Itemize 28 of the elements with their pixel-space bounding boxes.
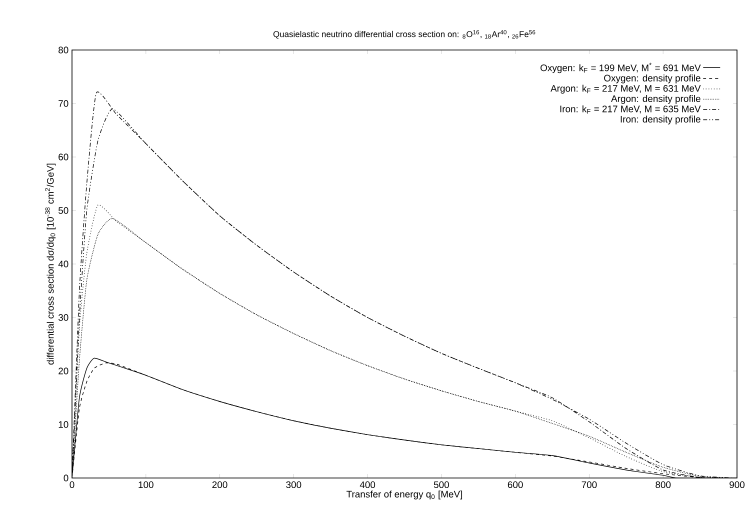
y-tick-label: 40 [58, 260, 68, 268]
x-tick-label: 900 [730, 481, 745, 488]
x-axis-title: Transfer of energy q$_{0}$ [MeV] [346, 490, 462, 500]
x-tick-label: 100 [138, 481, 154, 488]
x-tick-label: 500 [434, 481, 449, 488]
legend-label: Iron: density profile [620, 116, 700, 124]
y-tick-label: 50 [58, 207, 68, 214]
chart-title: Quasielastic neutrino differential cross section on: $_{8}$O$^{16}$, $_{18}$Ar$^{40}$, $_{26}$Fe$^{56}$ [273, 30, 536, 39]
y-tick-label: 80 [58, 46, 68, 54]
x-tick-label: 800 [656, 481, 671, 488]
x-tick-label: 200 [212, 481, 228, 488]
legend-label: Iron: k$_{F}$ = 217 MeV, M = 635 MeV [560, 105, 701, 114]
y-tick-label: 70 [58, 100, 68, 107]
y-tick-label: 60 [58, 154, 68, 160]
y-tick-label: 10 [58, 421, 68, 428]
legend-label: Oxygen: density profile [604, 74, 700, 84]
legend-label: Argon: k$_{F}$ = 217 MeV, M = 631 MeV [550, 84, 701, 94]
x-tick-label: 700 [582, 481, 597, 488]
legend-label: Oxygen: k$_{F}$ = 199 MeV, M$^{*}$ = 691 MeV [540, 62, 701, 74]
y-tick-label: 0 [64, 474, 68, 482]
legend-label: Argon: density profile [611, 95, 700, 104]
y-axis-title: differential cross section dσ/dq$_{0}$ [10$^{-38}$ cm$^{2}$/GeV] [45, 164, 56, 365]
x-tick-label: 600 [508, 481, 523, 488]
y-tick-label: 30 [58, 314, 68, 321]
x-tick-label: 300 [286, 481, 302, 488]
x-tick-label: 400 [360, 481, 376, 488]
x-tick-label: 0 [70, 481, 74, 488]
y-tick-label: 20 [58, 368, 68, 374]
